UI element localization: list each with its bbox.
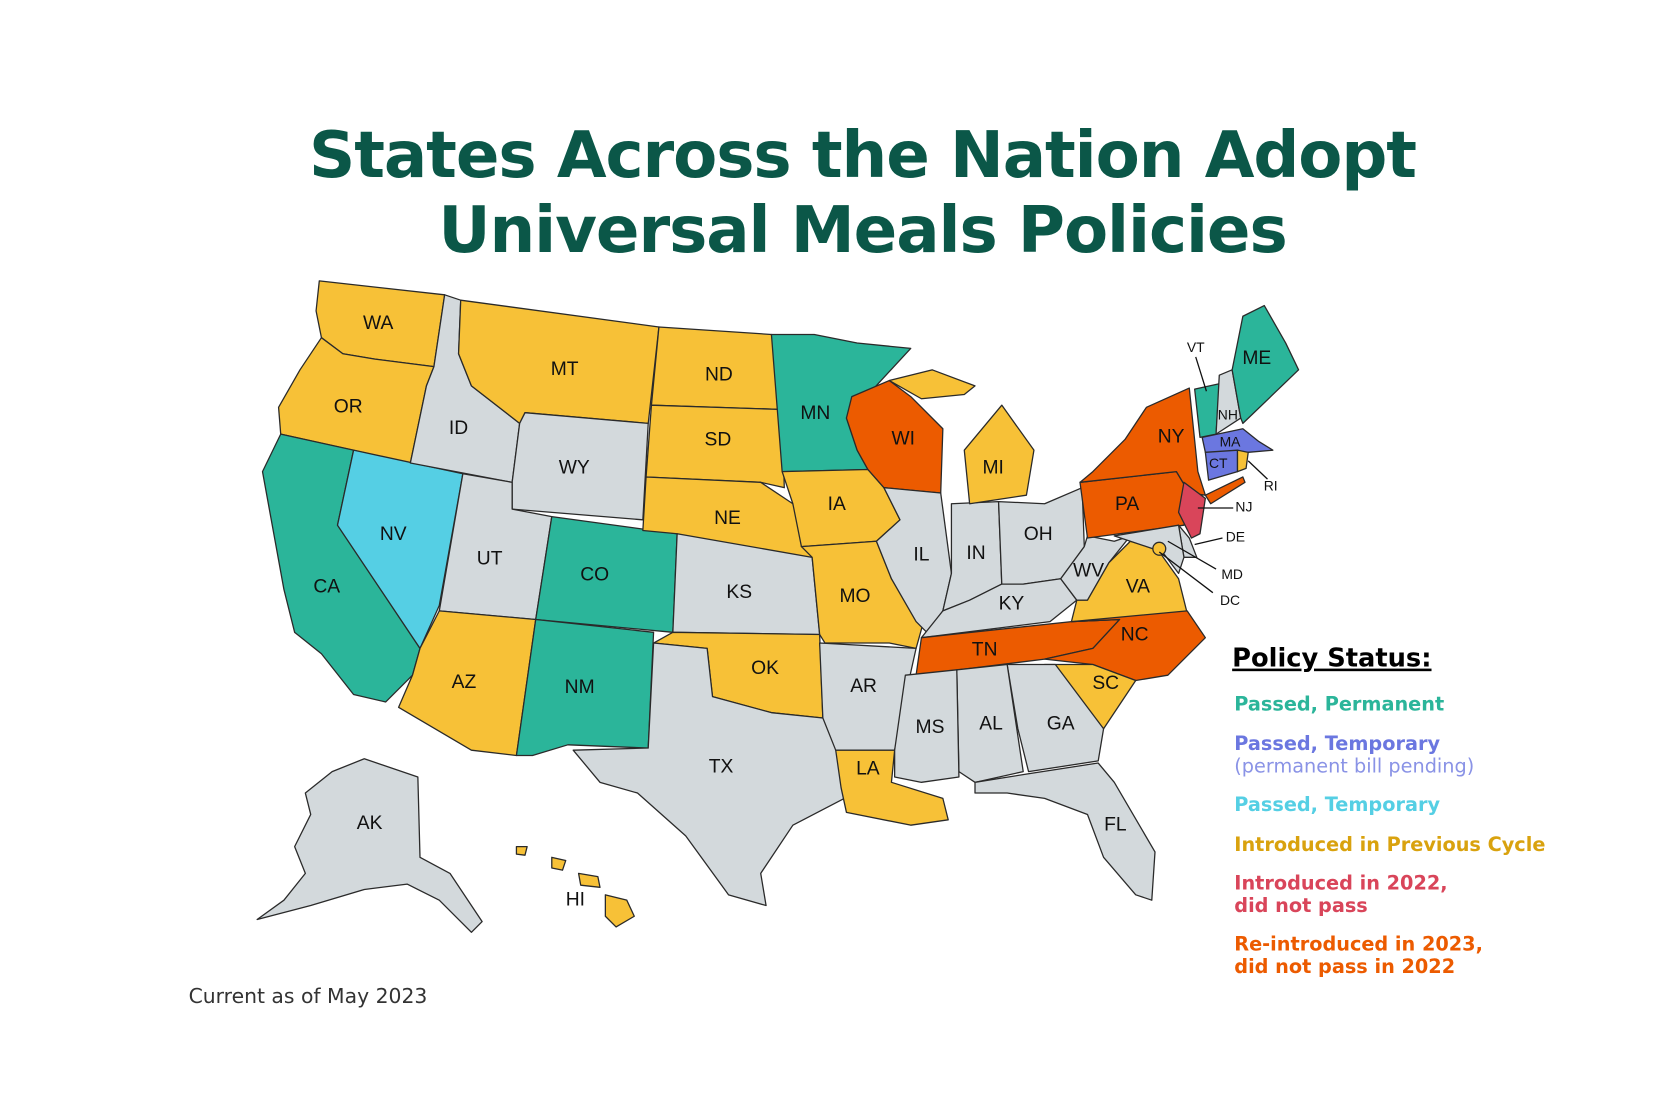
- leader-line: [1247, 460, 1268, 480]
- state-label-mn: MN: [800, 403, 830, 424]
- state-label-nd: ND: [705, 364, 733, 385]
- state-label-ok: OK: [751, 658, 779, 679]
- state-label-co: CO: [580, 565, 609, 586]
- state-nm: [515, 618, 655, 757]
- state-sd: [645, 404, 785, 489]
- state-md: [1113, 524, 1185, 575]
- state-labels: WA OR CA NV ID MT WY UT CO AZ NM ND SD NE KS OK TX MN IA MO…: [313, 313, 1277, 910]
- legend-item-pending-note: (permanent bill pending): [1234, 755, 1474, 778]
- state-me: [1231, 304, 1300, 425]
- state-label-fl: FL: [1104, 814, 1127, 835]
- state-label-mi: MI: [983, 457, 1004, 478]
- leader-line: [1194, 537, 1223, 546]
- state-label-az: AZ: [452, 672, 477, 693]
- state-ms: [894, 669, 960, 783]
- state-label-ne: NE: [714, 508, 741, 529]
- state-label-hi: HI: [566, 889, 585, 910]
- state-ri: [1236, 449, 1249, 473]
- leader-line: [1195, 356, 1208, 392]
- state-hi: [551, 856, 567, 871]
- state-label-id: ID: [449, 418, 468, 439]
- state-tx: [572, 642, 845, 907]
- state-label-ar: AR: [850, 676, 877, 697]
- state-label-ky: KY: [999, 594, 1025, 615]
- state-label-il: IL: [913, 544, 929, 565]
- state-label-vt: VT: [1187, 339, 1205, 355]
- state-dc: [1152, 541, 1167, 556]
- legend-item-reintroduced-2023-sub: did not pass in 2022: [1234, 955, 1455, 978]
- state-hi: [515, 845, 528, 856]
- state-label-ny: NY: [1158, 426, 1185, 447]
- state-label-mt: MT: [551, 359, 579, 380]
- state-label-ut: UT: [477, 549, 503, 570]
- state-label-ma: MA: [1220, 433, 1242, 449]
- state-fl: [974, 762, 1156, 901]
- state-label-ak: AK: [357, 813, 383, 834]
- current-as-of-note: Current as of May 2023: [189, 984, 428, 1008]
- state-label-mo: MO: [839, 586, 870, 607]
- page-title-line-2: Universal Meals Policies: [438, 193, 1286, 268]
- state-label-wv: WV: [1073, 560, 1104, 581]
- page-title-line-1: States Across the Nation Adopt: [309, 118, 1416, 193]
- legend-item-passed-permanent: Passed, Permanent: [1234, 693, 1444, 716]
- state-label-md: MD: [1221, 566, 1243, 582]
- state-label-dc: DC: [1220, 592, 1240, 608]
- state-label-ct: CT: [1209, 455, 1228, 471]
- state-label-tx: TX: [709, 756, 734, 777]
- label-leader-lines: [1158, 356, 1268, 594]
- state-label-me: ME: [1242, 348, 1271, 369]
- state-label-ca: CA: [313, 576, 340, 597]
- legend-item-passed-temporary-pending: Passed, Temporary: [1234, 732, 1440, 755]
- state-label-ri: RI: [1264, 477, 1278, 493]
- state-label-al: AL: [979, 714, 1003, 735]
- us-states-map: [256, 280, 1300, 933]
- state-la: [835, 749, 949, 826]
- state-label-ms: MS: [916, 717, 945, 738]
- legend-item-previous-cycle: Introduced in Previous Cycle: [1234, 833, 1545, 856]
- state-mi: [888, 369, 976, 400]
- state-label-nh: NH: [1218, 407, 1238, 423]
- state-label-ia: IA: [828, 494, 846, 515]
- state-label-ga: GA: [1047, 714, 1075, 735]
- state-vt: [1194, 383, 1220, 438]
- state-label-nc: NC: [1121, 625, 1149, 646]
- state-hi: [577, 872, 601, 888]
- state-label-wa: WA: [363, 313, 393, 334]
- state-ny: [1204, 476, 1246, 505]
- legend: Policy Status: Passed, Permanent Passed,…: [1232, 644, 1545, 978]
- state-label-or: OR: [334, 396, 363, 417]
- leader-line: [1158, 551, 1214, 594]
- state-label-ks: KS: [726, 582, 752, 603]
- state-label-sc: SC: [1092, 673, 1119, 694]
- state-label-de: DE: [1226, 529, 1245, 545]
- legend-item-passed-temporary: Passed, Temporary: [1234, 793, 1440, 816]
- legend-heading: Policy Status:: [1232, 644, 1431, 674]
- state-label-la: LA: [856, 759, 880, 780]
- state-ak: [256, 758, 483, 933]
- state-ny: [1079, 387, 1206, 496]
- state-nj: [1177, 481, 1206, 539]
- state-label-nj: NJ: [1235, 499, 1252, 515]
- legend-item-introduced-2022-sub: did not pass: [1234, 894, 1367, 917]
- state-label-in: IN: [966, 543, 985, 564]
- state-label-wy: WY: [559, 457, 590, 478]
- state-label-oh: OH: [1024, 524, 1053, 545]
- state-label-nv: NV: [380, 524, 407, 545]
- state-hi: [604, 894, 635, 928]
- state-mi: [963, 404, 1035, 505]
- leader-line: [1167, 540, 1217, 570]
- state-label-nm: NM: [565, 677, 595, 698]
- legend-item-reintroduced-2023: Re-introduced in 2023,: [1234, 933, 1483, 956]
- state-label-pa: PA: [1115, 494, 1139, 515]
- legend-item-introduced-2022: Introduced in 2022,: [1234, 871, 1447, 894]
- state-il: [875, 487, 953, 633]
- state-label-tn: TN: [972, 640, 998, 661]
- state-label-va: VA: [1126, 576, 1150, 597]
- state-label-wi: WI: [891, 429, 915, 450]
- state-ga: [1006, 663, 1105, 773]
- state-label-sd: SD: [704, 430, 731, 451]
